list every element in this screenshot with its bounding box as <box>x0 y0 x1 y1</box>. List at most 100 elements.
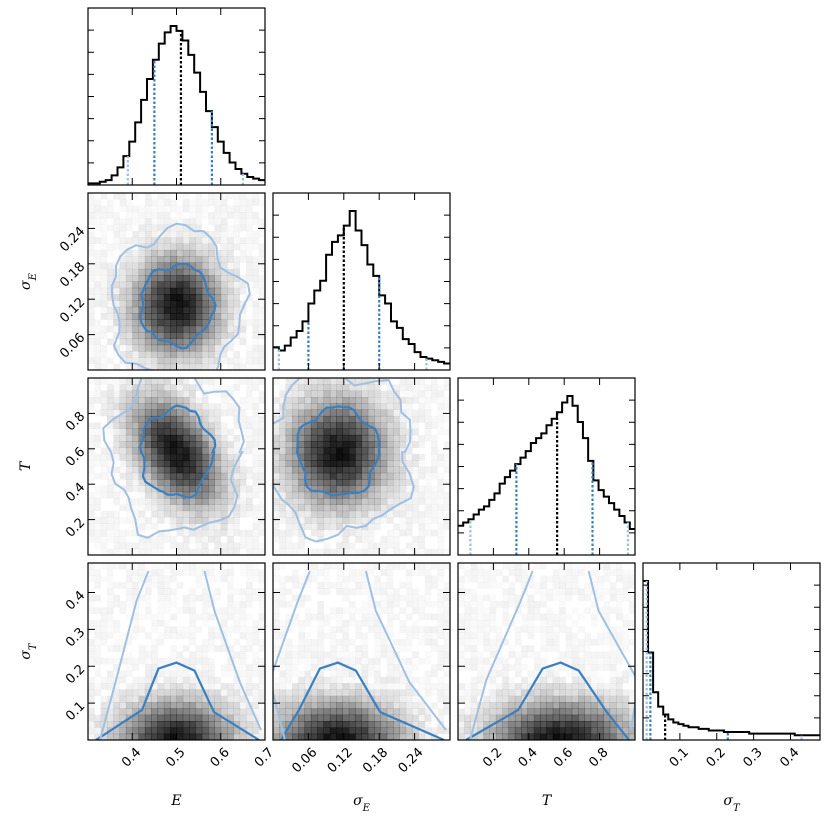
density-cell <box>285 504 293 512</box>
density-cell <box>412 510 419 518</box>
density-cell <box>176 256 184 263</box>
density-cell <box>578 645 585 652</box>
density-cell <box>616 708 623 716</box>
density-cell <box>176 479 184 486</box>
density-cell <box>170 466 177 474</box>
density-cell <box>113 378 120 385</box>
contour-1sigma <box>280 661 445 740</box>
density-cell <box>214 319 222 327</box>
density-cell <box>393 588 400 596</box>
density-cell <box>252 384 260 392</box>
density-cell <box>317 529 325 537</box>
density-cell <box>317 403 325 411</box>
density-cell <box>509 645 516 652</box>
density-cell <box>239 498 247 505</box>
density-cell <box>252 454 259 461</box>
density-cell <box>151 498 158 505</box>
density-cell <box>477 639 484 646</box>
density-cell <box>324 658 331 665</box>
density-cell <box>240 332 247 339</box>
density-cell <box>412 453 419 461</box>
density-cell <box>310 638 318 646</box>
density-cell <box>292 689 299 697</box>
density-cell <box>547 620 554 627</box>
density-cell <box>170 485 177 493</box>
density-cell <box>94 594 102 602</box>
density-cell <box>412 422 419 429</box>
density-cell <box>361 510 369 518</box>
density-cell <box>405 613 413 621</box>
density-cell <box>201 594 209 602</box>
density-cell <box>336 460 343 467</box>
density-cell <box>304 453 312 461</box>
density-cell <box>490 576 497 583</box>
density-cell <box>252 441 260 448</box>
density-cell <box>233 651 241 659</box>
density-cell <box>196 193 203 200</box>
density-cell <box>304 447 312 455</box>
density-cell <box>298 689 306 697</box>
y-axis-label: σE <box>18 272 39 290</box>
density-cell <box>393 563 400 570</box>
density-cell <box>119 294 127 301</box>
density-cell <box>424 428 432 436</box>
density-cell <box>182 548 190 555</box>
density-cell <box>298 626 305 633</box>
density-cell <box>195 689 203 697</box>
density-cell <box>374 466 381 474</box>
density-cell <box>101 677 108 684</box>
density-cell <box>380 472 388 480</box>
density-cell <box>94 689 102 697</box>
density-cell <box>628 702 635 709</box>
panel-frame <box>87 7 266 186</box>
density-cell <box>144 607 152 615</box>
density-cell <box>310 563 318 570</box>
density-cell <box>144 453 152 461</box>
density-cell <box>94 199 101 206</box>
density-cell <box>100 733 108 740</box>
density-cell <box>189 491 196 499</box>
density-cell <box>425 498 432 505</box>
density-cell <box>119 281 127 289</box>
density-cell <box>418 595 425 602</box>
density-cell <box>151 689 158 697</box>
density-cell <box>367 403 375 411</box>
density-cell <box>88 326 95 333</box>
density-cell <box>88 441 95 448</box>
density-cell <box>559 582 566 589</box>
density-cell <box>317 415 325 423</box>
density-cell <box>412 633 419 640</box>
density-cell <box>189 275 196 282</box>
density-cell <box>113 447 121 455</box>
density-cell <box>138 237 146 245</box>
density-cell <box>477 689 484 697</box>
density-cell <box>431 626 438 633</box>
density-cell <box>107 683 114 690</box>
density-cell <box>298 409 306 417</box>
density-cell <box>342 378 350 385</box>
density-cell <box>138 415 146 423</box>
density-cell <box>183 563 190 570</box>
density-cell <box>336 588 343 596</box>
density-cell <box>119 714 127 722</box>
density-cell <box>298 403 306 411</box>
density-cell <box>578 638 585 646</box>
density-cell <box>170 498 177 505</box>
density-cell <box>201 510 209 518</box>
density-cell <box>201 357 209 365</box>
density-cell <box>418 639 425 646</box>
density-cell <box>125 422 133 430</box>
density-cell <box>622 721 630 728</box>
density-cell <box>298 651 306 659</box>
density-cell <box>113 594 121 602</box>
density-cell <box>342 588 350 596</box>
density-cell <box>195 510 203 518</box>
density-cell <box>138 313 146 320</box>
density-cell <box>431 575 438 583</box>
density-cell <box>233 212 240 219</box>
density-cell <box>317 676 325 684</box>
density-cell <box>139 504 146 511</box>
density-cell <box>182 491 190 499</box>
density-cell <box>119 702 127 709</box>
density-cell <box>151 199 158 206</box>
